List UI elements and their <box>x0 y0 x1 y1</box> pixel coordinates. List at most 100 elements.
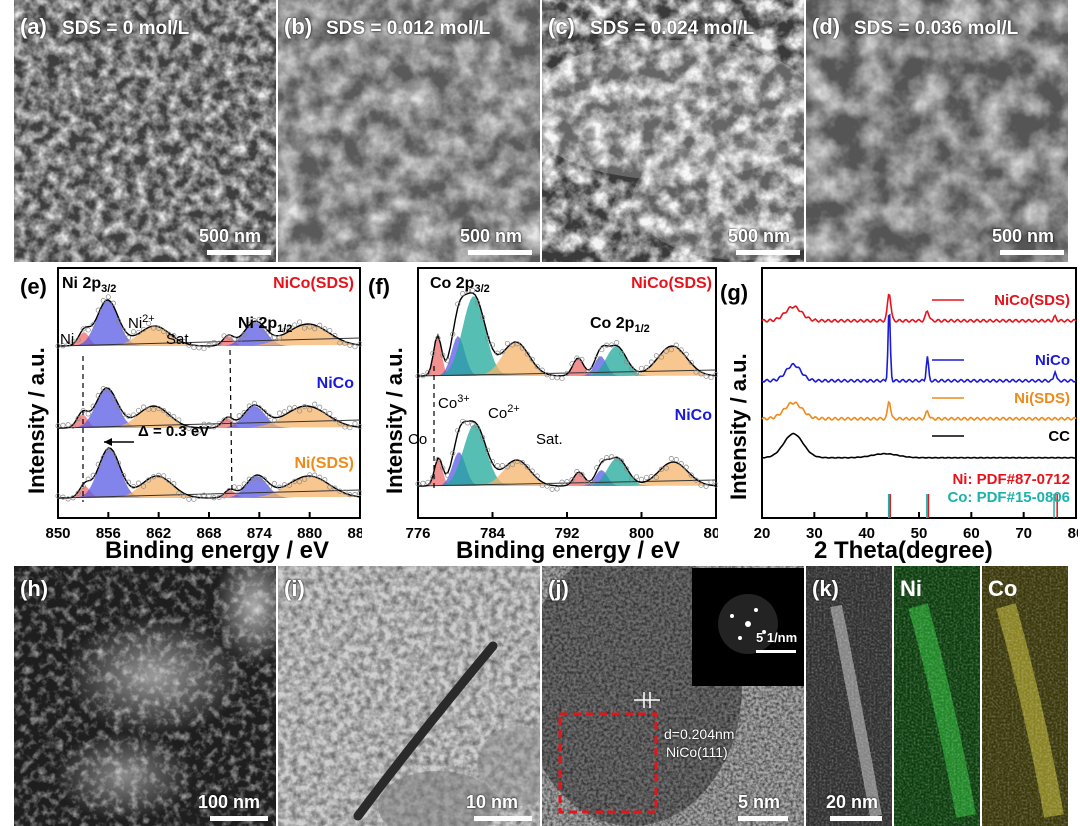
data-point-e-0-36 <box>146 320 152 326</box>
data-point-e-2-88 <box>276 484 283 490</box>
data-point-e-2-66 <box>221 493 227 499</box>
data-point-f-1-14 <box>450 450 456 456</box>
data-point-e-0-32 <box>135 329 142 336</box>
data-point-e-1-58 <box>201 421 207 427</box>
data-point-e-1-78 <box>251 400 257 406</box>
data-point-e-1-82 <box>261 409 267 415</box>
scale-text-a: 500 nm <box>199 226 262 246</box>
data-point-f-1-74 <box>599 458 605 464</box>
data-point-f-1-78 <box>609 454 615 460</box>
data-point-e-1-76 <box>246 403 252 409</box>
data-point-f-0-0 <box>415 373 421 379</box>
data-point-e-2-2 <box>60 494 66 500</box>
ref-label-ni-g: Ni: PDF#87-0712 <box>952 471 1070 488</box>
panel-label-k: (k) <box>812 576 839 601</box>
fft-inset-j <box>718 594 778 654</box>
data-point-e-2-60 <box>206 493 212 499</box>
data-point-f-0-58 <box>559 375 565 382</box>
data-point-e-1-88 <box>276 410 283 416</box>
legend-g-2: Ni(SDS) <box>1014 390 1070 407</box>
data-point-e-1-120 <box>357 424 362 430</box>
ni2plus-label-e: Ni2+ <box>128 313 155 332</box>
sat-label-f: Sat. <box>536 431 563 448</box>
data-point-e-0-10 <box>80 326 86 332</box>
data-point-e-0-26 <box>120 327 126 333</box>
data-point-f-0-32 <box>494 350 501 356</box>
data-point-e-2-30 <box>130 483 137 490</box>
xrd-line-1 <box>761 313 1077 383</box>
data-point-e-0-30 <box>130 329 137 335</box>
legend-g-3: CC <box>1048 428 1070 445</box>
data-point-e-2-84 <box>266 484 272 490</box>
data-point-e-2-68 <box>226 488 232 494</box>
sds-concentration-c: SDS = 0.024 mol/L <box>590 18 755 39</box>
data-point-e-0-60 <box>206 342 212 348</box>
scale-bar-a <box>207 250 271 255</box>
sds-concentration-d: SDS = 0.036 mol/L <box>854 18 1019 39</box>
data-point-e-0-44 <box>166 331 172 337</box>
data-point-f-0-20 <box>465 288 471 294</box>
data-point-f-0-76 <box>604 342 610 348</box>
fit-e-0 <box>58 299 361 347</box>
data-point-e-1-96 <box>297 408 303 414</box>
data-point-f-0-8 <box>435 335 441 341</box>
data-point-e-2-0 <box>55 493 61 499</box>
data-point-e-0-46 <box>171 333 177 339</box>
data-point-e-0-72 <box>236 337 242 343</box>
data-point-f-0-106 <box>678 347 684 353</box>
data-point-e-0-98 <box>302 325 308 331</box>
tem-image-j <box>542 566 804 826</box>
data-point-e-0-116 <box>347 342 353 348</box>
data-point-f-0-30 <box>489 342 496 348</box>
data-point-e-1-12 <box>85 411 91 417</box>
panel-label-c: (c) <box>548 14 575 39</box>
data-point-f-0-116 <box>703 373 709 379</box>
data-point-e-0-68 <box>226 334 232 340</box>
data-point-f-0-62 <box>569 361 575 367</box>
data-point-e-1-92 <box>286 405 293 411</box>
data-point-e-1-110 <box>332 417 338 423</box>
data-point-e-1-38 <box>151 407 157 413</box>
data-point-e-1-116 <box>347 425 353 431</box>
data-point-f-1-32 <box>494 463 501 469</box>
scale-bar-c <box>736 250 800 255</box>
data-point-e-1-34 <box>141 404 147 410</box>
xtick-label-f-3: 800 <box>629 525 654 542</box>
data-point-e-0-108 <box>327 327 333 334</box>
baseline-e-2 <box>57 489 361 499</box>
sem-panel-b: (b) SDS = 0.012 mol/L 500 nm <box>278 0 540 262</box>
data-point-f-0-108 <box>683 351 689 357</box>
data-point-f-0-38 <box>509 342 515 348</box>
data-point-e-1-74 <box>241 410 247 416</box>
data-point-f-0-110 <box>688 359 694 365</box>
data-point-f-0-74 <box>599 347 605 353</box>
data-point-e-2-76 <box>246 476 252 482</box>
data-point-e-2-102 <box>312 472 318 478</box>
data-point-f-0-46 <box>529 356 535 362</box>
data-point-e-2-32 <box>135 480 142 486</box>
scale-bar-d <box>1000 250 1064 255</box>
data-point-e-0-52 <box>186 342 192 348</box>
legend-e-1: NiCo <box>317 375 355 392</box>
data-point-f-1-84 <box>624 466 630 472</box>
data-point-f-0-22 <box>470 287 476 293</box>
data-point-e-2-16 <box>95 461 101 467</box>
data-point-e-1-30 <box>130 412 137 418</box>
panel-label-i: (i) <box>284 576 305 601</box>
data-point-e-0-28 <box>125 335 132 341</box>
data-point-e-2-104 <box>317 474 323 480</box>
chart-g-xrd: 20 30 40 50 60 70 80 NiCo(SDS) NiCo Ni(SDS) CC (g)… <box>720 267 1078 564</box>
data-point-e-1-46 <box>171 414 177 420</box>
data-point-e-0-38 <box>151 325 157 331</box>
data-point-e-2-12 <box>85 476 91 482</box>
data-point-e-1-2 <box>60 422 66 428</box>
data-point-f-1-76 <box>604 455 610 461</box>
data-point-f-1-26 <box>480 434 486 440</box>
data-point-e-0-54 <box>191 345 197 351</box>
data-point-e-0-12 <box>85 327 91 333</box>
scale-text-j: 5 nm <box>738 792 781 812</box>
data-point-f-0-10 <box>440 352 446 358</box>
xtick-label-f-2: 792 <box>554 525 579 542</box>
fit-f-1 <box>418 420 717 487</box>
data-point-e-2-110 <box>332 485 338 491</box>
